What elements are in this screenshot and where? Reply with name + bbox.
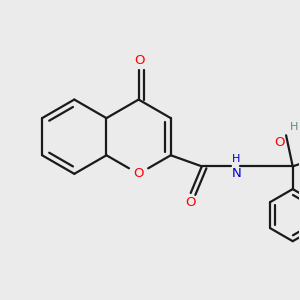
Text: O: O [185, 196, 196, 209]
Text: O: O [133, 167, 144, 180]
Text: N: N [232, 167, 242, 181]
Text: O: O [134, 54, 145, 68]
Text: H: H [290, 122, 298, 132]
Text: H: H [232, 154, 240, 164]
Text: O: O [274, 136, 285, 149]
